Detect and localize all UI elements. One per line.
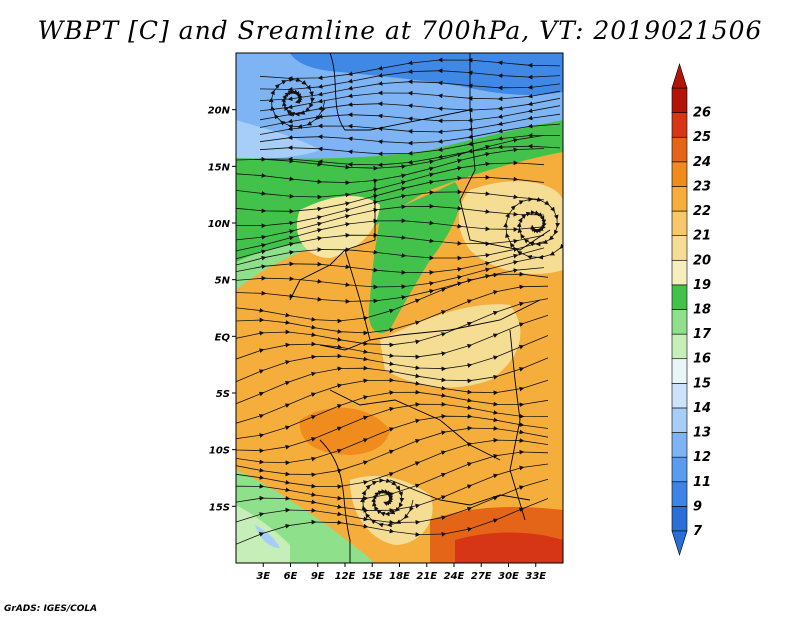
colorbar-segment (671, 235, 688, 261)
latitude-axis: 20N 15N 10N 5N EQ 5S 10S 15S (208, 106, 236, 513)
colorbar-label: 13 (693, 426, 711, 441)
streamline (236, 232, 545, 260)
page-title: WBPT [C] and Sreamline at 700hPa, VT: 20… (37, 16, 763, 45)
colorbar: 7 9 11 12 13 14 15 16 17 18 19 20 21 22 23 24 25 26 (671, 62, 712, 557)
colorbar-segment (671, 87, 688, 113)
colorbar-segment (671, 259, 688, 286)
colorbar-segment (671, 383, 688, 409)
colorbar-label: 15 (693, 376, 711, 391)
streamline (503, 196, 563, 260)
streamlines (236, 57, 563, 545)
colorbar-label: 26 (693, 106, 711, 121)
colorbar-label: 17 (693, 327, 712, 342)
lat-tick-label: 5N (215, 276, 231, 287)
country-borders (289, 53, 551, 563)
colorbar-label: 25 (693, 130, 711, 145)
lat-tick-label: EQ (215, 332, 231, 343)
lon-tick-label: 27E (471, 571, 492, 582)
colorbar-segment (671, 333, 688, 360)
lon-tick-label: 3E (256, 571, 270, 582)
lat-tick-label: 15N (208, 162, 231, 173)
colorbar-label: 11 (693, 475, 711, 490)
colorbar-segment (671, 358, 688, 384)
colorbar-min-triangle (671, 530, 688, 557)
lat-tick-label: 20N (208, 106, 231, 117)
colorbar-label: 21 (693, 229, 711, 244)
colorbar-label: 14 (693, 401, 711, 416)
streamline (236, 335, 549, 383)
lon-tick-label: 6E (284, 571, 298, 582)
lat-tick-label: 15S (209, 502, 230, 513)
colorbar-segment (671, 432, 688, 458)
lon-tick-label: 21E (416, 571, 437, 582)
colorbar-label: 7 (693, 524, 703, 539)
colorbar-segment (671, 186, 688, 212)
colorbar-label: 9 (693, 499, 702, 514)
lon-tick-label: 18E (389, 571, 410, 582)
colorbar-label: 24 (693, 155, 711, 170)
colorbar-label: 22 (693, 204, 711, 219)
colorbar-segment (671, 407, 688, 433)
footer-credit: GrADS: IGES/COLA (4, 604, 98, 614)
colorbar-segment (671, 210, 688, 236)
lat-tick-label: 10S (209, 446, 230, 457)
colorbar-segment (671, 112, 688, 138)
lon-tick-label: 12E (335, 571, 356, 582)
lon-tick-label: 30E (498, 571, 519, 582)
longitude-axis: 3E 6E 9E 12E 15E 18E 21E 24E 27E 30E 33E (256, 563, 546, 582)
colorbar-segment (671, 161, 688, 187)
colorbar-label: 12 (693, 450, 711, 465)
colorbar-label: 18 (693, 303, 711, 318)
colorbar-label: 20 (693, 253, 711, 268)
lon-tick-label: 9E (311, 571, 325, 582)
colorbar-segment (671, 456, 688, 483)
lat-tick-label: 10N (208, 219, 231, 230)
lat-tick-label: 5S (216, 389, 230, 400)
colorbar-label: 23 (693, 179, 711, 194)
lon-tick-label: 24E (444, 571, 465, 582)
colorbar-segment (671, 506, 688, 532)
colorbar-label: 19 (693, 278, 711, 293)
colorbar-segment (671, 309, 688, 335)
lon-tick-label: 15E (362, 571, 383, 582)
streamline (360, 478, 414, 528)
colorbar-segment (671, 284, 688, 310)
colorbar-label: 16 (693, 352, 711, 367)
colorbar-segment (671, 136, 688, 163)
streamline (268, 77, 326, 129)
colorbar-segment (671, 481, 688, 507)
lon-tick-label: 33E (525, 571, 546, 582)
colorbar-max-triangle (671, 62, 688, 89)
streamline (236, 498, 549, 545)
wbpt-field (236, 53, 563, 563)
